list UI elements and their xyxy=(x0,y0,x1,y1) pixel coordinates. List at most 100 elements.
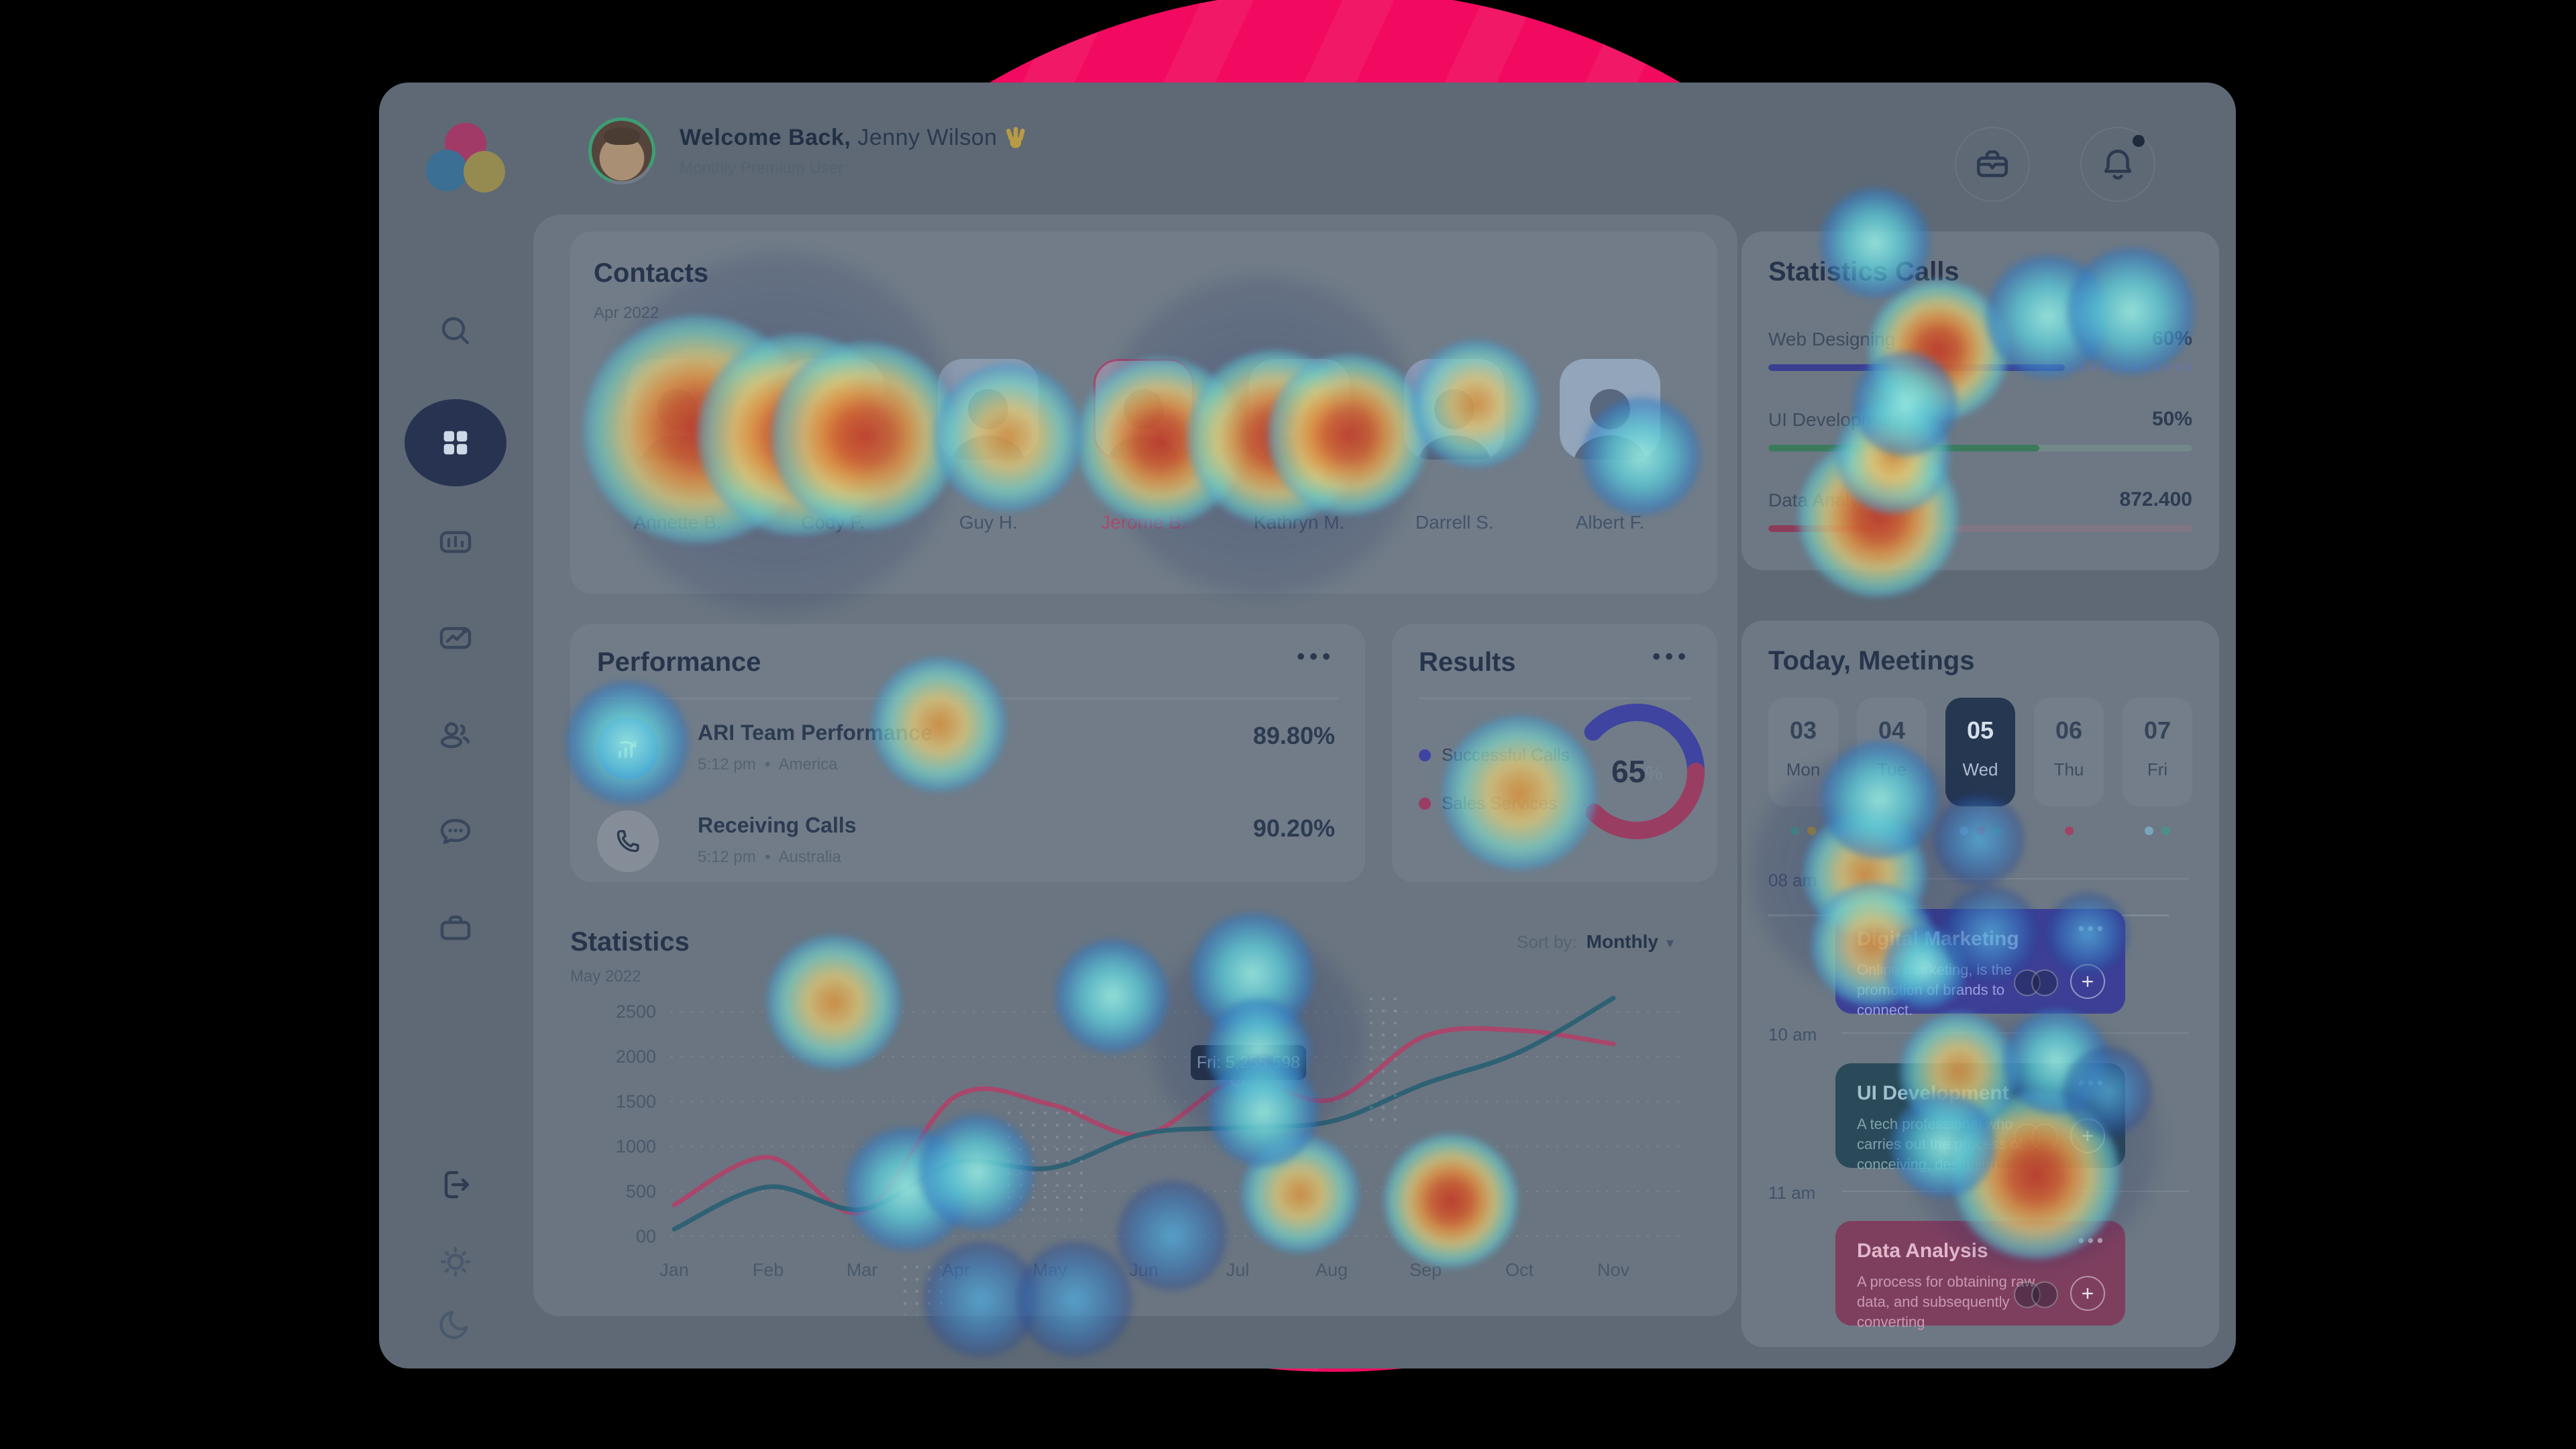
contact-item[interactable]: Darrell S. xyxy=(1404,359,1505,533)
sidebar-item-trends[interactable] xyxy=(437,619,474,657)
donut-arc-sales-services xyxy=(1585,763,1705,839)
calendar-day-fri[interactable]: 07 Fri xyxy=(2123,698,2192,835)
calendar-event-dots xyxy=(2034,826,2104,835)
sidebar-item-search[interactable] xyxy=(437,312,474,350)
legend-label: Sales Services xyxy=(1442,793,1557,813)
calendar-day-tue[interactable]: 04 Tue xyxy=(1857,698,1927,835)
results-menu[interactable]: ••• xyxy=(1652,644,1690,669)
app-logo[interactable] xyxy=(426,123,506,197)
sort-by-dropdown[interactable]: Sort by: Monthly ▾ xyxy=(1517,931,1674,953)
contact-avatar[interactable] xyxy=(938,359,1039,460)
sidebar-item-team[interactable] xyxy=(437,716,474,753)
timeline-time: 10 am xyxy=(1768,1024,1817,1044)
timeline-time: 08 am xyxy=(1768,870,1817,890)
performance-row-title: ARI Team Performance xyxy=(698,720,932,745)
calendar-event-dots xyxy=(2123,826,2192,835)
person-silhouette-icon xyxy=(952,389,1024,460)
add-attendee-button[interactable]: + xyxy=(2070,964,2105,999)
sidebar-item-projects[interactable] xyxy=(437,909,474,947)
svg-text:Jan: Jan xyxy=(659,1260,689,1280)
svg-text:Oct: Oct xyxy=(1505,1260,1534,1280)
calendar-day-mon[interactable]: 03 Mon xyxy=(1768,698,1838,835)
contacts-row: Annette B. Cody F. Guy H. Jerome B. Kathryn … xyxy=(627,359,1660,533)
sidebar-item-dark-mode[interactable] xyxy=(437,1305,474,1342)
contacts-period: Apr 2022 xyxy=(594,304,659,322)
dot-grid-decoration xyxy=(1365,993,1405,1127)
performance-row-sub: 5:12 pm • America xyxy=(698,755,838,773)
performance-card: Performance ••• ARI Team Performance 5:1… xyxy=(570,624,1365,882)
chart-line-teal xyxy=(672,996,1616,1232)
add-attendee-button[interactable]: + xyxy=(2070,1118,2105,1153)
contact-item[interactable]: Kathryn M. xyxy=(1248,359,1350,533)
meeting-attendees xyxy=(2014,1124,2058,1150)
contact-item[interactable]: Cody F. xyxy=(782,359,883,533)
contact-item[interactable]: Guy H. xyxy=(938,359,1039,533)
timeline-time: 11 am xyxy=(1768,1183,1816,1203)
legend-successful-calls: Successful Calls xyxy=(1419,745,1570,765)
contact-avatar[interactable] xyxy=(1559,359,1660,460)
svg-text:Mar: Mar xyxy=(847,1260,878,1280)
performance-row[interactable]: ARI Team Performance 5:12 pm • America 8… xyxy=(597,718,1335,782)
performance-menu[interactable]: ••• xyxy=(1297,644,1335,669)
svg-text:Aug: Aug xyxy=(1316,1260,1348,1280)
sidebar-item-dashboard[interactable] xyxy=(405,399,506,486)
contact-name: Darrell S. xyxy=(1415,512,1494,533)
user-name-text: Jenny Wilson xyxy=(857,124,998,150)
contact-item[interactable]: Jerome B. xyxy=(1093,359,1194,533)
notifications-button[interactable] xyxy=(2080,127,2155,202)
person-silhouette-icon xyxy=(1574,389,1646,460)
contact-avatar[interactable] xyxy=(782,359,883,460)
chart-tooltip: Fri: 5,256,598 xyxy=(1191,1045,1306,1080)
meeting-title: UI Development xyxy=(1857,1082,2009,1104)
contact-avatar[interactable] xyxy=(1404,359,1505,460)
meeting-menu[interactable]: ••• xyxy=(2078,1073,2106,1093)
user-avatar[interactable] xyxy=(592,121,652,181)
calendar-date: 05 xyxy=(1966,716,1994,744)
contact-item[interactable]: Albert F. xyxy=(1559,359,1660,533)
sidebar-item-messages[interactable] xyxy=(437,813,474,851)
meeting-menu[interactable]: ••• xyxy=(2078,1230,2106,1250)
calendar-date: 04 xyxy=(1878,716,1906,744)
legend-dot xyxy=(1419,797,1431,810)
sidebar-item-logout[interactable] xyxy=(437,1166,474,1203)
meeting-attendees xyxy=(2014,1281,2058,1308)
svg-text:May: May xyxy=(1032,1260,1067,1280)
timeline-rule xyxy=(1842,1032,2189,1034)
dot-grid-decoration xyxy=(899,1261,946,1315)
person-silhouette-icon xyxy=(641,389,714,460)
contact-item[interactable]: Annette B. xyxy=(627,359,728,533)
add-attendee-button[interactable]: + xyxy=(2070,1276,2105,1311)
legend-dot xyxy=(1419,749,1431,761)
legend-sales-services: Sales Services xyxy=(1419,793,1557,814)
progress-bar xyxy=(1768,445,2192,451)
statistics-period: May 2022 xyxy=(570,967,641,985)
sidebar-item-light-mode[interactable] xyxy=(437,1243,474,1281)
user-block: Welcome Back, Jenny Wilson Monthly Premi… xyxy=(588,117,1027,184)
calendar-event-dots xyxy=(1768,826,1838,835)
calendar-date: 06 xyxy=(2055,716,2083,744)
notification-badge xyxy=(2133,135,2145,147)
timeline-rule xyxy=(1842,878,2189,879)
briefcase-button[interactable] xyxy=(1955,127,2030,202)
attendee-avatar xyxy=(2031,1124,2058,1150)
calendar-event-dots xyxy=(1857,826,1927,835)
progress-bar xyxy=(1768,525,2192,532)
performance-row[interactable]: Receiving Calls 5:12 pm • Australia 90.2… xyxy=(597,810,1335,874)
meeting-description: A process for obtaining raw data, and su… xyxy=(1857,1273,2035,1330)
contact-avatar[interactable] xyxy=(1248,359,1350,460)
results-donut-chart: 65 % xyxy=(1560,694,1714,849)
contact-avatar[interactable] xyxy=(627,359,728,460)
statistics-calls-card: Statistics Calls Web Designing 60% UI De… xyxy=(1741,231,2219,570)
meeting-card-data-analysis[interactable]: Data Analysis A process for obtaining ra… xyxy=(1835,1221,2125,1330)
meeting-menu[interactable]: ••• xyxy=(2078,918,2106,938)
calendar-day-wed[interactable]: 05 Wed xyxy=(1945,698,2015,835)
contact-avatar[interactable] xyxy=(1093,359,1194,460)
svg-text:Apr: Apr xyxy=(942,1260,970,1280)
sidebar xyxy=(379,83,532,1368)
attendee-avatar xyxy=(2031,969,2058,996)
meeting-card-ui-development[interactable]: UI Development A tech professional who c… xyxy=(1835,1063,2125,1173)
sidebar-item-analytics[interactable] xyxy=(437,523,474,561)
calendar-day-thu[interactable]: 06 Thu xyxy=(2034,698,2104,835)
meeting-card-digital-marketing[interactable]: Digital Marketing Online marketing, is t… xyxy=(1835,909,2125,1018)
